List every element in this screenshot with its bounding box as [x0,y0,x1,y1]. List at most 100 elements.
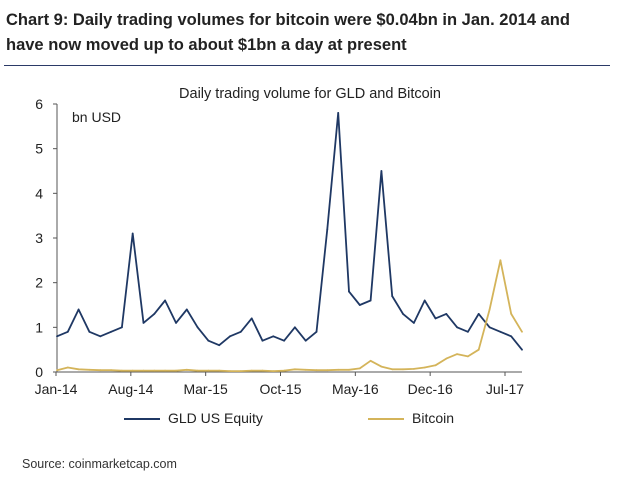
data-point-gld [467,330,469,333]
data-point-gld [131,232,134,235]
data-point-gld [175,322,177,324]
data-point-bitcoin [413,368,415,370]
data-point-gld [369,299,372,302]
data-point-gld [304,339,307,342]
legend-bitcoin: Bitcoin [368,410,454,426]
data-point-gld [250,317,253,320]
data-point-bitcoin [294,368,296,371]
data-point-gld [207,339,210,342]
data-point-bitcoin [510,313,513,315]
data-point-bitcoin [467,355,469,358]
data-point-bitcoin [66,366,69,369]
unit-label: bn USD [72,109,122,125]
data-point-bitcoin [337,368,340,371]
data-point-gld [283,339,285,342]
data-point-gld [88,330,91,333]
data-point-gld [337,112,340,114]
x-tick-label: Dec-16 [408,381,453,397]
data-point-bitcoin [283,369,285,372]
data-point-gld [99,335,102,338]
data-point-bitcoin [315,369,318,372]
data-point-gld [358,304,361,306]
data-point-gld [56,335,58,338]
data-point-bitcoin [250,369,253,372]
data-point-bitcoin [175,369,177,372]
data-point-bitcoin [121,369,123,372]
data-point-gld [261,339,264,342]
series-line-gld [56,112,523,351]
data-point-gld [239,330,242,333]
data-point-bitcoin [185,368,188,371]
data-point-bitcoin [272,370,275,372]
data-point-bitcoin [196,369,199,372]
y-tick-label: 3 [35,230,43,246]
data-point-gld [423,299,426,302]
data-point-gld [272,335,275,338]
data-point-bitcoin [56,369,58,372]
data-point-gld [218,344,221,347]
series-layer [56,112,523,373]
data-point-bitcoin [88,368,91,371]
data-point-bitcoin [110,369,112,372]
data-point-gld [196,326,199,329]
data-point-bitcoin [434,364,437,367]
data-point-gld [434,317,437,320]
x-tick-label: Jan-14 [35,381,78,397]
data-point-bitcoin [348,368,350,371]
data-point-gld [164,299,167,302]
data-point-gld [153,313,156,315]
data-point-bitcoin [521,330,523,333]
data-point-bitcoin [488,308,491,311]
data-point-gld [380,170,383,172]
chart-heading: Chart 9: Daily trading volumes for bitco… [6,11,570,54]
data-point-bitcoin [164,369,167,372]
data-point-gld [445,313,448,315]
data-point-gld [77,308,80,311]
data-point-bitcoin [229,370,231,372]
data-point-bitcoin [445,357,448,360]
data-point-bitcoin [423,366,426,369]
data-point-gld [456,326,458,329]
data-point-bitcoin [239,370,242,372]
y-tick-label: 2 [35,275,43,291]
series-line-bitcoin [56,259,523,373]
data-point-gld [477,313,480,315]
data-point-bitcoin [304,368,307,371]
data-point-gld [66,330,69,333]
y-tick-label: 5 [35,141,43,157]
data-point-gld [488,326,491,329]
y-tick-label: 4 [35,185,43,201]
data-point-bitcoin [207,369,210,372]
data-point-bitcoin [261,369,264,372]
data-point-bitcoin [99,369,102,372]
x-tick-label: Oct-15 [259,381,301,397]
data-point-gld [391,295,394,297]
data-point-gld [326,228,329,231]
x-tick-label: Mar-15 [183,381,228,397]
data-point-bitcoin [402,368,404,371]
legend-gld-label: GLD US Equity [168,410,263,426]
data-point-gld [510,335,513,338]
source-note: Source: coinmarketcap.com [22,457,177,471]
data-point-gld [110,330,112,333]
data-point-gld [521,348,523,351]
data-point-bitcoin [153,369,156,372]
data-point-gld [185,308,188,311]
data-point-gld [294,326,296,329]
data-point-gld [499,330,502,333]
data-point-gld [121,326,123,329]
x-tick-label: Jul-17 [486,381,524,397]
data-point-bitcoin [369,359,372,362]
x-tick-label: Aug-14 [108,381,153,397]
data-point-bitcoin [380,365,383,368]
data-point-gld [142,322,145,324]
data-point-gld [413,322,415,324]
legend-bitcoin-swatch [368,418,404,421]
heading-divider [4,65,610,66]
data-point-gld [348,290,350,293]
data-point-bitcoin [477,348,480,351]
legend-gld: GLD US Equity [124,410,263,426]
data-point-bitcoin [218,369,221,372]
x-tick-label: May-16 [332,381,379,397]
